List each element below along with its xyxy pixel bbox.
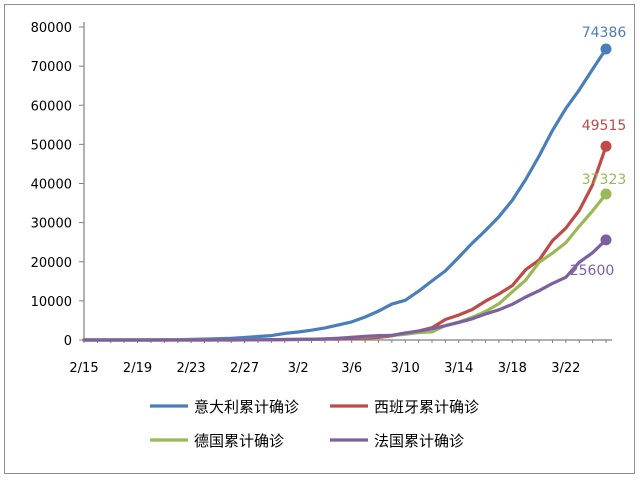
end-value-label: 74386	[582, 25, 627, 41]
series-end-marker	[600, 140, 612, 152]
series-end-marker	[600, 43, 612, 55]
series-end-marker	[600, 234, 612, 246]
x-tick-label: 2/27	[230, 361, 259, 376]
legend-label: 德国累计确诊	[194, 432, 284, 450]
end-value-label: 49515	[582, 118, 627, 134]
x-tick-label: 3/10	[391, 361, 420, 376]
y-tick-label: 70000	[31, 60, 72, 75]
x-tick-label: 3/6	[341, 361, 362, 376]
x-tick-label: 2/19	[123, 361, 152, 376]
legend-label: 意大利累计确诊	[194, 398, 299, 416]
x-tick-label: 3/18	[498, 361, 527, 376]
x-tick-label: 3/22	[551, 361, 580, 376]
legend-label: 西班牙累计确诊	[374, 398, 479, 416]
y-tick-label: 40000	[31, 178, 72, 193]
y-tick-label: 80000	[31, 21, 72, 36]
legend-label: 法国累计确诊	[374, 432, 464, 450]
x-tick-label: 2/15	[69, 361, 98, 376]
y-tick-label: 20000	[31, 256, 72, 271]
y-tick-label: 10000	[31, 295, 72, 310]
chart-frame	[4, 4, 635, 474]
x-tick-label: 3/14	[444, 361, 473, 376]
end-value-label: 25600	[570, 263, 615, 279]
y-axis-ticks: 0 10000 20000 30000 40000 50000 60000 70000 8000…	[31, 21, 84, 349]
y-tick-label: 50000	[31, 138, 72, 153]
x-tick-label: 2/23	[176, 361, 205, 376]
end-value-labels: 74386 49515 37323 25600	[570, 25, 627, 279]
x-tick-label: 3/2	[288, 361, 309, 376]
series-group	[82, 43, 612, 342]
x-axis-ticks: 2/15 2/19 2/23 2/27 3/2 3/6 3/10 3/14 3/18 3/22	[69, 340, 607, 376]
end-value-label: 37323	[582, 172, 627, 188]
y-tick-label: 30000	[31, 217, 72, 232]
y-tick-label: 60000	[31, 99, 72, 114]
series-end-marker	[600, 188, 612, 200]
series-line	[82, 238, 608, 342]
y-tick-label: 0	[64, 334, 72, 349]
